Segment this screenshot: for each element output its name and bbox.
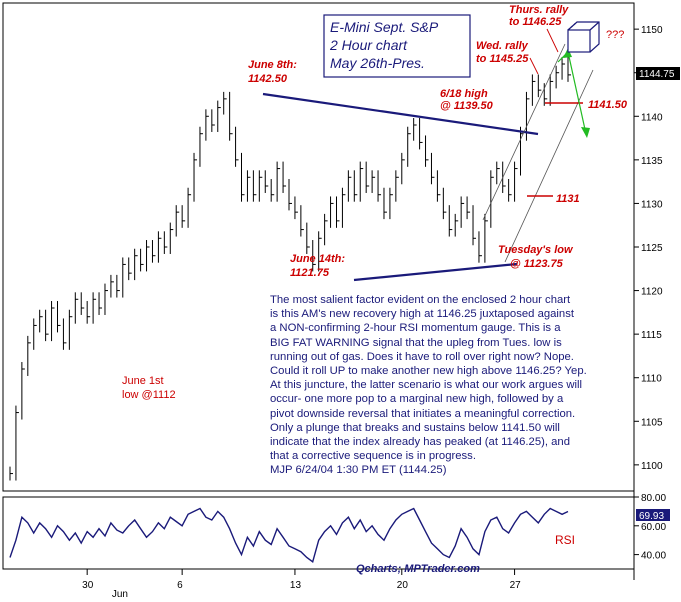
date-axis: 30 Jun 6 13 20 27 (82, 569, 521, 600)
chart-title: E-Mini Sept. S&P (330, 19, 439, 35)
rsi-axis: 40.00 60.00 80.00 (634, 493, 666, 562)
last-price-box (636, 67, 680, 80)
price-tick-label: 1135 (641, 156, 663, 167)
annotation-tuesday-date: Tuesday's low (498, 244, 574, 256)
price-tick-label: 1140 (641, 112, 663, 123)
price-axis: 1100110511101115112011251130113511401145… (634, 25, 663, 472)
annotation-question: ??? (606, 29, 624, 41)
price-tick-label: 1125 (641, 243, 663, 254)
lower-trendline (353, 262, 518, 282)
annotation-june1-value: low @1112 (122, 389, 176, 401)
annotation-june18-value: @ 1139.50 (440, 100, 494, 112)
rsi-tick-label: 60.00 (641, 522, 666, 533)
date-tick-label: Jun (112, 589, 128, 600)
thurs-leader (546, 28, 559, 53)
rsi-last-label: 69.93 (639, 511, 664, 522)
price-tick-label: 1150 (641, 25, 663, 36)
annotation-thurs-date: Thurs. rally (509, 4, 569, 16)
rsi-tick-label: 40.00 (641, 551, 666, 562)
projection-arrowhead-down (581, 127, 590, 138)
date-tick-label: 20 (397, 580, 409, 591)
date-tick-label: 30 (82, 580, 94, 591)
annotation-june14-date: June 14th: (290, 253, 345, 265)
commentary-text: The most salient factor evident on the e… (270, 294, 587, 477)
price-tick-label: 1120 (641, 287, 663, 298)
annotation-june18-date: 6/18 high (440, 88, 488, 100)
wed-leader (529, 57, 539, 75)
annotation-tuesday-value: @ 1123.75 (510, 258, 564, 270)
cube-icon (567, 21, 600, 53)
chart-subtitle-1: 2 Hour chart (329, 37, 408, 53)
price-tick-label: 1115 (641, 330, 662, 341)
channel-line-upper (482, 43, 566, 221)
price-tick-label: 1110 (641, 374, 662, 385)
rsi-label: RSI (555, 533, 575, 547)
price-tick-label: 1105 (641, 417, 663, 428)
rsi-tick-label: 80.00 (641, 493, 666, 504)
upper-trendline (262, 92, 539, 136)
price-bars (9, 57, 571, 481)
title-box (323, 14, 471, 78)
annotation-june14-value: 1121.75 (290, 267, 330, 279)
chart-subtitle-2: May 26th-Pres. (330, 55, 425, 71)
annotation-level-1141: 1141.50 (588, 99, 628, 111)
rsi-panel-frame (2, 496, 635, 570)
annotation-level-1131: 1131 (556, 193, 580, 205)
annotation-june8-value: 1142.50 (248, 73, 288, 85)
price-tick-label: 1100 (641, 461, 663, 472)
annotation-wed-date: Wed. rally (476, 40, 529, 52)
last-price-label: 1144.75 (639, 69, 675, 80)
rsi-series (9, 507, 569, 563)
rsi-last-box (636, 509, 670, 521)
annotation-june8-date: June 8th: (248, 59, 297, 71)
projection-arrowhead-up (563, 48, 572, 58)
credit: Qcharts; MPTrader.com (356, 563, 480, 575)
date-tick-label: 13 (290, 580, 302, 591)
rsi-line (9, 507, 569, 563)
channel-line-lower (504, 69, 594, 263)
price-tick-label: 1130 (641, 199, 663, 210)
annotation-wed-value: to 1145.25 (476, 53, 529, 65)
annotation-june1-label: June 1st (122, 375, 164, 387)
date-tick-label: 27 (510, 580, 522, 591)
date-tick-label: 6 (177, 580, 183, 591)
annotation-thurs-value: to 1146.25 (509, 16, 562, 28)
